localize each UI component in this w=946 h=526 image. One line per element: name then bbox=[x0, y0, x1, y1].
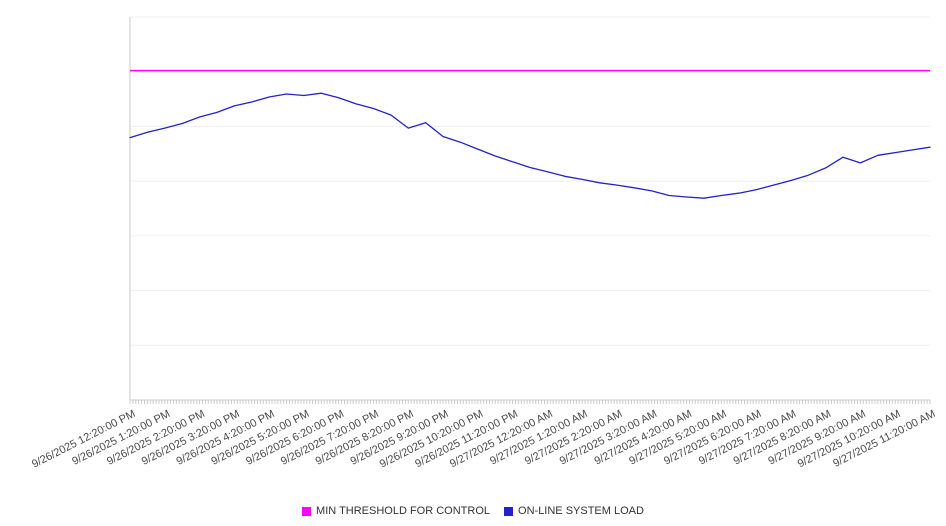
system-load-swatch bbox=[504, 506, 514, 516]
legend-item-system-load: ON-LINE SYSTEM LOAD bbox=[504, 505, 644, 517]
legend-label-min-threshold: MIN THRESHOLD FOR CONTROL bbox=[316, 505, 491, 517]
legend-label-system-load: ON-LINE SYSTEM LOAD bbox=[518, 505, 644, 517]
min-threshold-swatch bbox=[302, 506, 312, 516]
axes bbox=[129, 17, 930, 401]
chart-legend: MIN THRESHOLD FOR CONTROL ON-LINE SYSTEM… bbox=[0, 505, 946, 517]
gridlines bbox=[130, 16, 930, 346]
x-axis-labels: 9/26/2025 12:20:00 PM9/26/2025 1:20:00 P… bbox=[30, 408, 937, 471]
legend-item-min-threshold: MIN THRESHOLD FOR CONTROL bbox=[302, 505, 490, 517]
x-axis-ticks bbox=[129, 400, 931, 404]
online-system-load-line bbox=[129, 92, 931, 199]
